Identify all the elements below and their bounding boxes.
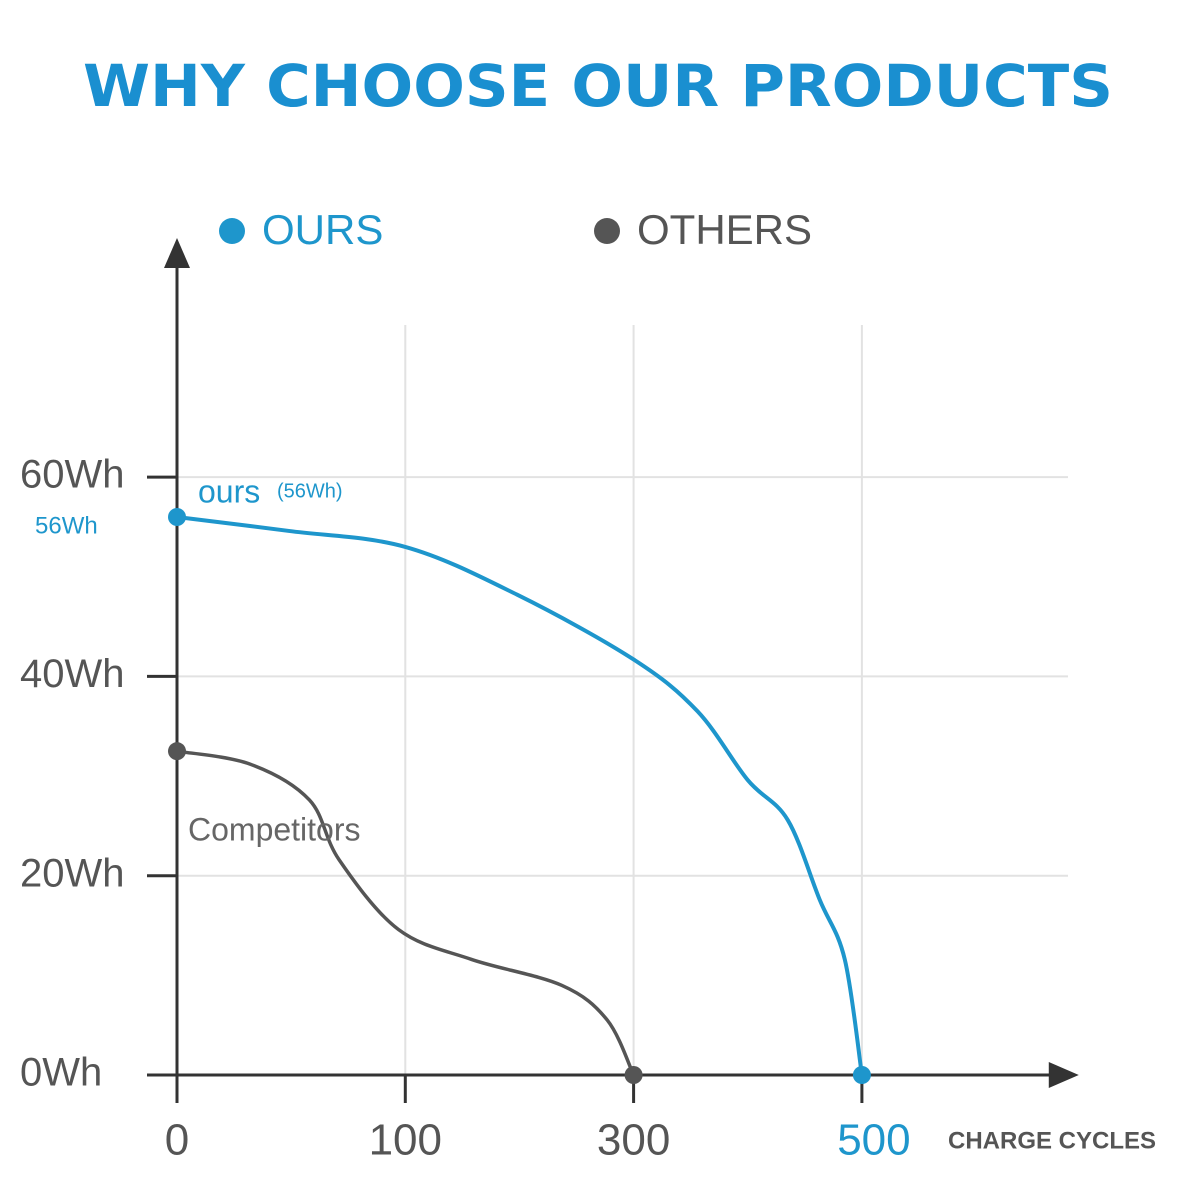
y-tick-label: 60Wh [20,453,125,497]
x-tick-label: 100 [369,1116,442,1165]
data-point [168,742,186,761]
x-tick-label: 300 [597,1116,670,1165]
x-tick-label: 500 [837,1116,910,1165]
legend-marker [594,218,620,244]
y-tick-label: 20Wh [20,851,125,895]
series-line [176,749,636,1076]
data-point [168,508,186,526]
annotation: 56Wh [35,512,98,539]
legend-label: OTHERS [637,206,812,253]
x-axis-label: CHARGE CYCLES [948,1127,1156,1154]
annotation: (56Wh) [277,480,343,502]
y-tick-label: 40Wh [20,652,125,696]
chart-title: WHY CHOOSE OUR PRODUCTS [83,52,1113,120]
annotation: ours [198,473,260,509]
legend-marker [219,218,245,244]
x-axis-arrow [1048,1062,1079,1088]
series-line [176,515,864,1076]
x-tick-label: 0 [165,1116,189,1165]
annotation: Competitors [188,811,361,847]
data-point [852,1066,871,1084]
legend-label: OURS [262,206,383,253]
y-axis-arrow [164,238,190,268]
y-tick-label: 0Wh [20,1051,102,1095]
data-point [624,1066,643,1084]
